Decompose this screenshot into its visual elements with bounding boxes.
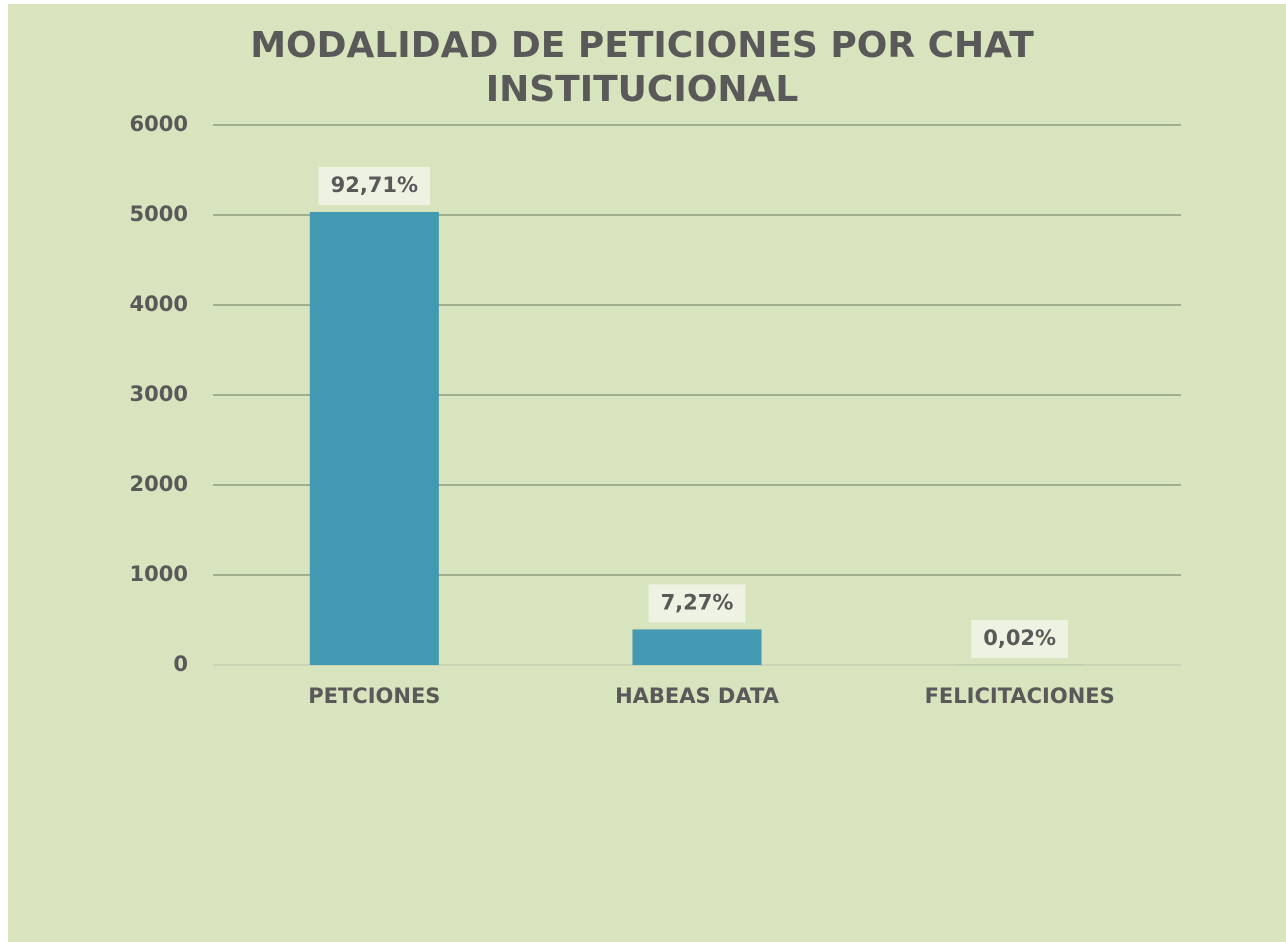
y-tick-label: 3000 — [130, 382, 188, 406]
x-tick-label: FELICITACIONES — [925, 684, 1115, 708]
y-tick-label: 4000 — [130, 292, 188, 316]
y-tick-label: 6000 — [130, 112, 188, 136]
chart-area — [8, 4, 1286, 942]
value-label: 0,02% — [983, 626, 1056, 650]
y-tick-label: 5000 — [130, 202, 188, 226]
value-label: 7,27% — [661, 590, 734, 614]
x-tick-label: HABEAS DATA — [615, 684, 780, 708]
value-label-box — [318, 166, 431, 205]
value-label-box — [971, 619, 1069, 658]
bar — [632, 629, 762, 665]
value-label-box — [648, 584, 746, 623]
y-tick-label: 2000 — [130, 472, 188, 496]
bar — [309, 211, 439, 665]
y-tick-label: 0 — [173, 652, 188, 676]
x-tick-label: PETCIONES — [308, 684, 440, 708]
y-tick-label: 1000 — [130, 562, 188, 586]
chart-title: MODALIDAD DE PETICIONES POR CHAT INSTITU… — [250, 25, 1034, 110]
value-label: 92,71% — [331, 173, 418, 197]
